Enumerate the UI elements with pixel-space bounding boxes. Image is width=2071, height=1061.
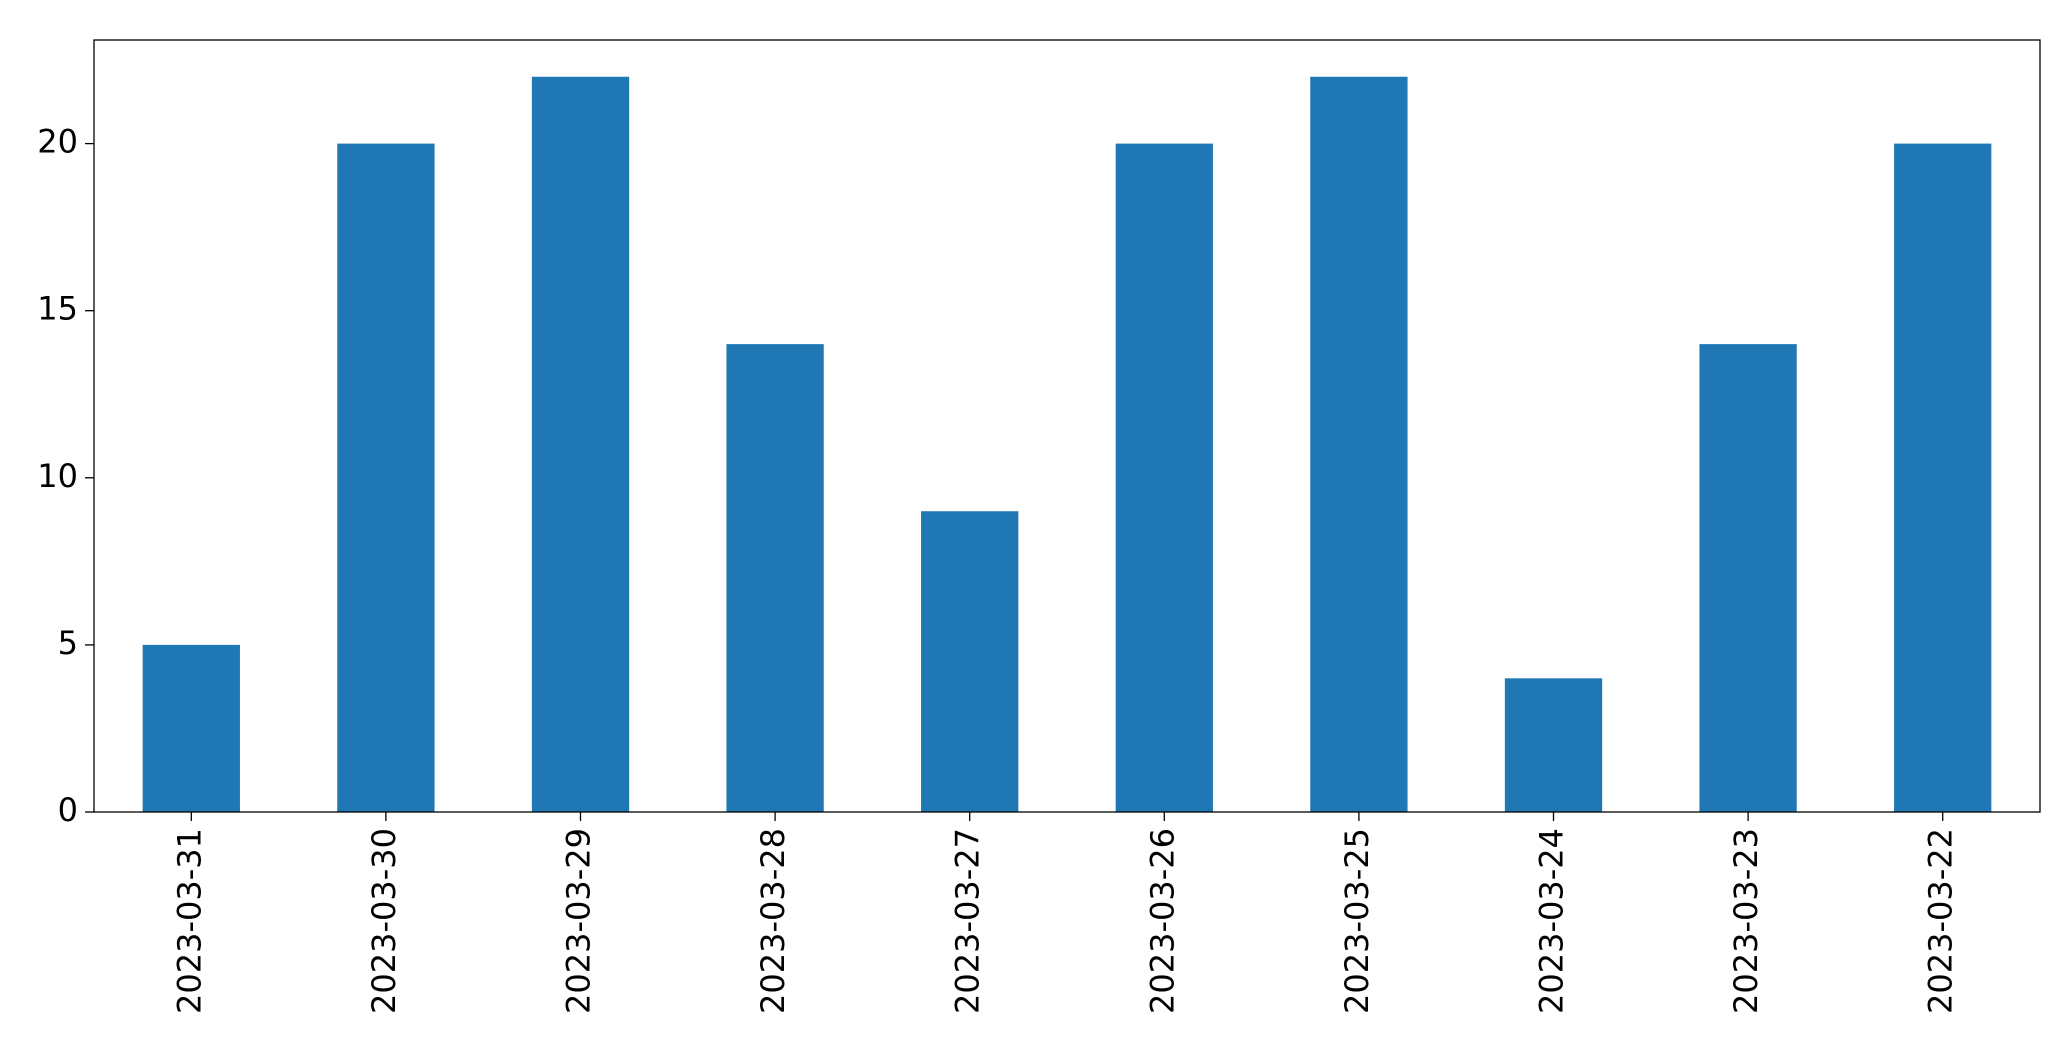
bar — [1699, 344, 1797, 812]
x-tick-label: 2023-03-22 — [1922, 828, 1960, 1014]
x-tick-label: 2023-03-26 — [1143, 828, 1181, 1014]
x-tick-label: 2023-03-25 — [1338, 828, 1376, 1014]
bar — [142, 644, 240, 812]
x-tick-label: 2023-03-30 — [365, 828, 403, 1014]
y-tick-label: 0 — [58, 791, 78, 829]
y-tick-label: 20 — [37, 123, 78, 161]
x-tick-label: 2023-03-24 — [1533, 828, 1571, 1014]
x-tick-label: 2023-03-23 — [1727, 828, 1765, 1014]
y-tick-label: 15 — [37, 290, 78, 328]
x-tick-label: 2023-03-29 — [560, 828, 598, 1014]
plot-frame — [93, 39, 2041, 813]
bar — [1894, 143, 1992, 812]
x-tick-label: 2023-03-28 — [754, 828, 792, 1014]
x-tick-label: 2023-03-27 — [949, 828, 987, 1014]
y-tick-label: 10 — [37, 457, 78, 495]
bar — [726, 344, 824, 812]
bar — [1504, 678, 1603, 812]
bar — [921, 511, 1019, 812]
x-tick-label: 2023-03-31 — [170, 828, 208, 1014]
bar — [1310, 76, 1408, 812]
bar — [1115, 143, 1213, 812]
bar — [531, 76, 630, 812]
y-tick-label: 5 — [58, 624, 78, 662]
bar — [337, 143, 435, 812]
